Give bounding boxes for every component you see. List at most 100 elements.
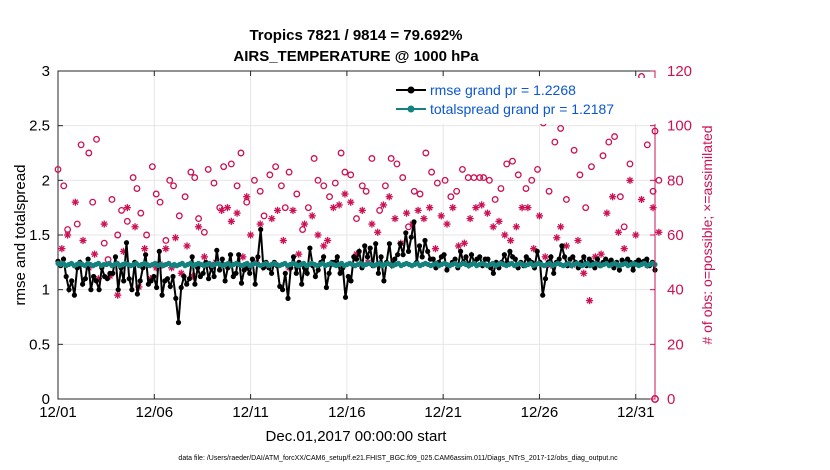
rmse-series-point-57 [211,273,217,280]
obs-possible-point-34 [227,160,235,168]
rmse-series-point-87 [293,270,299,276]
obs-possible-point-62 [381,182,389,190]
rmse-series-point-112 [362,243,368,249]
obs-possible-point-68 [416,190,424,198]
obs-possible-point-21 [162,237,170,244]
rmse-series-point-58 [214,247,220,253]
legend-rmse-text: rmse grand pr = 1.2268 [430,82,576,98]
obs-assimilated-point-3 [79,236,87,245]
rmse-series-point-113 [364,254,371,260]
obs-possible-point-90 [545,187,553,195]
rmse-series-point-36 [154,284,160,291]
obs-assimilated-point-22 [183,242,191,250]
rmse-series-point-49 [189,254,195,260]
obs-possible-point-108 [649,187,657,195]
obs-assimilated-point-99 [614,228,623,236]
obs-possible-point-99 [599,152,607,160]
obs-assimilated-point-42 [289,206,297,214]
obs-possible-point-55 [341,168,349,176]
obs-possible-point-94 [570,146,578,154]
obs-assimilated-point-59 [385,193,393,201]
rmse-series-point-67 [238,280,245,286]
y-left-tick-label-6: 3 [42,63,50,80]
rmse-series-point-72 [252,281,258,287]
obs-assimilated-point-98 [609,193,617,201]
obs-possible-point-67 [410,187,418,195]
rmse-series-point-210 [630,267,636,273]
obs-possible-point-101 [611,133,619,141]
obs-possible-point-107 [643,141,651,149]
obs-assimilated-point-57 [374,228,382,236]
rmse-series-point-37 [156,248,162,254]
obs-assimilated-point-72 [460,239,468,247]
obs-possible-point-48 [304,204,312,212]
obs-possible-point-20 [156,198,164,206]
obs-assimilated-point-25 [200,253,208,261]
obs-possible-point-24 [175,212,183,220]
rmse-series-point-63 [227,252,234,258]
obs-assimilated-point-97 [603,209,611,217]
rmse-series-point-5 [69,278,75,284]
ticks-layer: 12/01 12/06 12/11 12/16 12/21 12/26 12/31 0 0.5 1… [29,63,692,421]
obs-assimilated-point-62 [402,209,411,217]
rmse-series-point-71 [249,256,255,262]
rmse-series-point-46 [181,273,187,280]
obs-assimilated-point-7 [100,220,108,228]
obs-possible-point-40 [260,212,268,220]
rmse-series-point-74 [258,226,264,233]
obs-assimilated-point-90 [562,242,571,250]
x-tick-label-0: 12/01 [39,404,77,421]
obs-assimilated-point-1 [64,231,72,239]
rmse-series-point-205 [616,267,623,273]
rmse-series-point-110 [356,248,362,254]
obs-possible-point-6 [89,198,97,206]
obs-assimilated-point-9 [114,291,122,299]
rmse-series-point-126 [400,252,406,258]
rmse-series-point-117 [375,270,381,276]
legend-spread-marker [407,105,415,113]
obs-assimilated-point-38 [268,215,276,223]
rmse-series-point-175 [534,248,540,254]
y-left-tick-label-4: 2 [42,172,50,189]
obs-assimilated-point-54 [358,206,366,214]
obs-possible-point-64 [393,160,401,168]
obs-assimilated-point-29 [223,204,232,212]
rmse-series-point-107 [348,278,354,284]
obs-assimilated-point-52 [347,198,355,206]
obs-possible-point-52 [326,193,333,201]
y-left-tick-label-3: 1.5 [29,227,50,244]
rmse-series-point-92 [307,245,313,251]
obs-possible-point-16 [137,209,145,217]
obs-possible-point-10 [108,196,116,203]
obs-assimilated-point-14 [141,245,149,253]
obs-possible-point-3 [73,220,81,228]
rmse-series-point-109 [353,256,360,262]
obs-possible-point-31 [210,179,218,187]
legend: rmse grand pr = 1.2268 totalspread grand… [392,78,656,124]
obs-assimilated-point-48 [324,236,332,245]
rmse-series-point-154 [477,254,483,260]
rmse-series-point-20 [110,270,116,276]
rmse-series-point-34 [148,278,154,284]
obs-assimilated-point-96 [597,250,605,258]
obs-assimilated-point-0 [58,245,66,253]
obs-possible-point-33 [220,163,228,171]
obs-assimilated-point-11 [123,204,131,212]
footnote: data file: /Users/raeder/DAI/ATM_forcXX/… [178,455,618,462]
rmse-series-point-70 [247,270,253,276]
obs-possible-point-7 [93,135,100,143]
obs-possible-point-60 [368,155,376,162]
rmse-series-point-157 [485,256,491,262]
y-right-tick-label-3: 60 [667,227,684,244]
rmse-series-point-134 [422,237,428,244]
obs-assimilated-point-81 [512,223,520,231]
obs-assimilated-point-77 [489,223,497,231]
obs-possible-point-50 [314,176,322,184]
obs-assimilated-point-88 [553,234,561,242]
obs-assimilated-point-70 [449,204,457,212]
obs-possible-point-54 [337,149,345,157]
obs-possible-point-73 [447,193,455,201]
rmse-series-point-102 [334,254,340,260]
y-right-tick-label-1: 20 [667,336,684,353]
obs-possible-point-4 [77,141,85,149]
